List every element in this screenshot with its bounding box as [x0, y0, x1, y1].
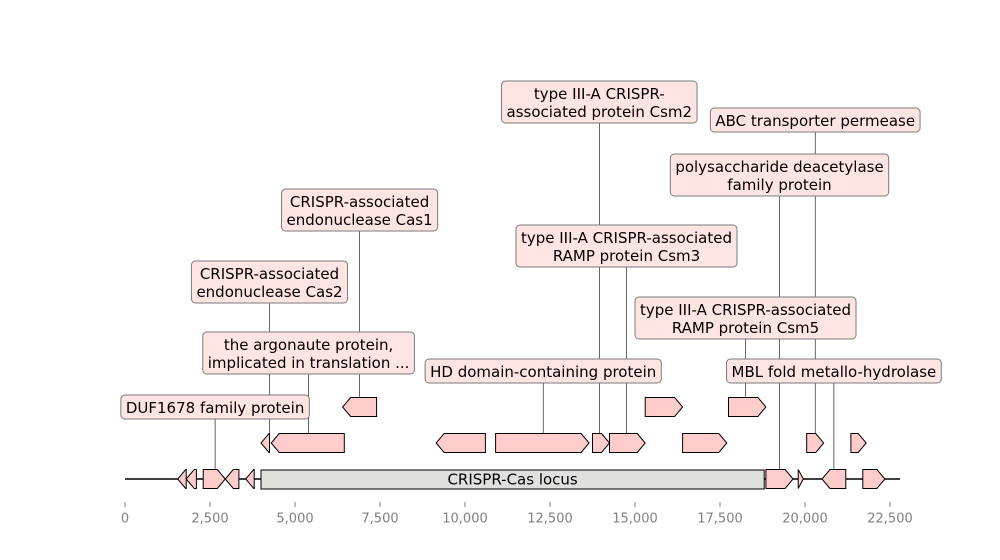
label-text: endonuclease Cas1 [287, 211, 433, 229]
gene-arrow [592, 433, 611, 453]
gene-label: DUF1678 family protein [120, 394, 310, 420]
gene-label: type III-A CRISPR-associated protein Csm… [501, 80, 698, 124]
gene-label: HD domain-containing protein [424, 358, 662, 384]
gene-arrow [270, 433, 345, 453]
label-text: family protein [727, 176, 831, 194]
locus-label: CRISPR-Cas locus [447, 471, 577, 489]
label-text: type III-A CRISPR- [534, 85, 665, 103]
gene-arrow [821, 469, 847, 489]
gene-arrow [495, 433, 590, 453]
gene-label: MBL fold metallo-hydrolase [726, 358, 942, 384]
label-box [190, 260, 349, 304]
x-tick-label: 0 [121, 512, 129, 527]
label-text: RAMP protein Csm3 [553, 247, 700, 265]
label-box [669, 153, 890, 197]
x-tick-label: 15,000 [612, 512, 658, 527]
label-box [120, 394, 310, 420]
gene-arrow [644, 397, 684, 417]
label-text: ABC transporter permease [715, 112, 915, 130]
label-box [281, 188, 439, 232]
label-box [515, 224, 738, 268]
gene-arrow [224, 469, 240, 489]
gene-arrow [862, 469, 886, 489]
label-text: MBL fold metallo-hydrolase [732, 363, 937, 381]
gene-arrow [609, 433, 646, 453]
label-box [726, 358, 942, 384]
x-tick-label: 22,500 [867, 512, 913, 527]
x-tick-label: 17,500 [697, 512, 743, 527]
label-text: implicated in translation ... [208, 354, 410, 372]
gene-arrow [177, 469, 187, 489]
label-box [709, 107, 921, 133]
label-box [424, 358, 662, 384]
label-layer: DUF1678 family protein the argonaute prot… [120, 80, 942, 420]
x-tick-label: 2,500 [191, 512, 228, 527]
label-box [634, 296, 857, 340]
gene-arrow [435, 433, 486, 453]
gene-arrow [260, 433, 270, 453]
gene-arrow [202, 469, 226, 489]
x-tick-label: 20,000 [782, 512, 828, 527]
label-text: RAMP protein Csm5 [672, 319, 819, 337]
label-text: polysaccharide deacetylase [675, 158, 883, 176]
gene-arrow [185, 469, 197, 489]
label-text: CRISPR-associated [200, 265, 339, 283]
gene-arrow [765, 469, 794, 489]
x-tick-label: 7,500 [361, 512, 398, 527]
gene-arrow [682, 433, 728, 453]
label-text: HD domain-containing protein [430, 363, 656, 381]
label-text: type III-A CRISPR-associated [521, 229, 732, 247]
gene-arrow [341, 397, 378, 417]
label-text: type III-A CRISPR-associated [640, 301, 851, 319]
crispr-cas-locus: CRISPR-Cas locus [260, 469, 765, 490]
x-axis: 0 2,500 5,000 7,500 10,000 12,500 15,000 17,500… [121, 502, 913, 527]
gene-label: the argonaute protein,implicated in tran… [202, 331, 415, 375]
gene-arrow [728, 397, 767, 417]
x-tick-label: 5,000 [276, 512, 313, 527]
label-box [501, 80, 698, 124]
x-tick-label: 10,000 [442, 512, 488, 527]
locus-box [260, 469, 765, 490]
feature-layer [177, 397, 886, 489]
label-text: associated protein Csm2 [507, 103, 693, 121]
gene-arrow [806, 433, 825, 453]
label-text: endonuclease Cas2 [196, 283, 342, 301]
label-box [202, 331, 415, 375]
gene-label: ABC transporter permease [709, 107, 921, 133]
label-text: the argonaute protein, [224, 336, 393, 354]
gene-arrow [245, 469, 255, 489]
x-tick-label: 12,500 [527, 512, 573, 527]
gene-arrow [797, 469, 804, 489]
label-text: CRISPR-associated [290, 193, 429, 211]
label-text: DUF1678 family protein [126, 399, 304, 417]
gene-arrow [850, 433, 867, 453]
